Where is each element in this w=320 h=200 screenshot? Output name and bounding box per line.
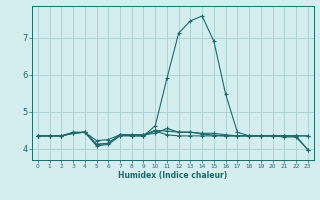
X-axis label: Humidex (Indice chaleur): Humidex (Indice chaleur) <box>118 171 228 180</box>
